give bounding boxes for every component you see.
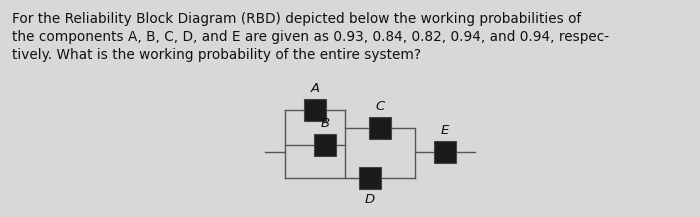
Text: A: A xyxy=(310,82,320,95)
Text: D: D xyxy=(365,193,375,206)
Bar xyxy=(359,167,381,189)
Text: C: C xyxy=(375,100,384,113)
Bar xyxy=(314,134,336,156)
Bar xyxy=(304,99,326,121)
Text: E: E xyxy=(441,124,449,137)
Text: the components A, B, C, D, and E are given as 0.93, 0.84, 0.82, 0.94, and 0.94, : the components A, B, C, D, and E are giv… xyxy=(12,30,609,44)
Text: tively. What is the working probability of the entire system?: tively. What is the working probability … xyxy=(12,48,421,62)
Text: For the Reliability Block Diagram (RBD) depicted below the working probabilities: For the Reliability Block Diagram (RBD) … xyxy=(12,12,581,26)
Bar xyxy=(369,117,391,139)
Text: B: B xyxy=(321,117,330,130)
Bar xyxy=(434,141,456,163)
